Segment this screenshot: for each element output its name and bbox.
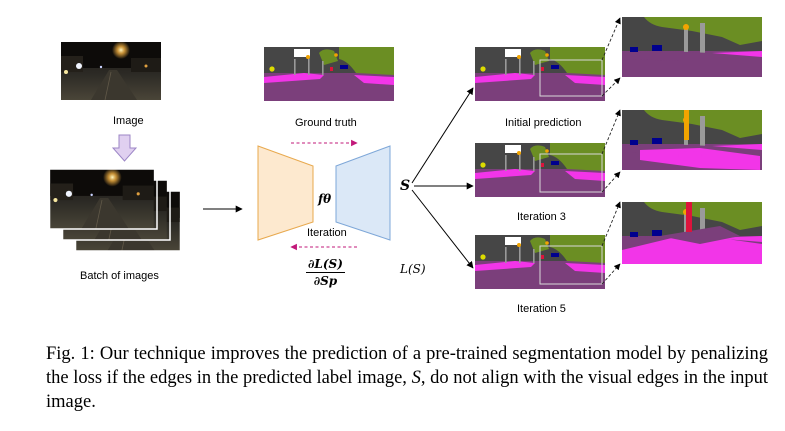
- zoom-connectors: [601, 17, 621, 285]
- iteration5-image: [475, 235, 605, 289]
- loss-symbol: L(S): [400, 262, 426, 276]
- figure-caption: Fig. 1: Our technique improves the predi…: [46, 342, 768, 414]
- label-iteration3: Iteration 3: [517, 211, 566, 223]
- label-iteration: Iteration: [307, 227, 347, 239]
- label-batch: Batch of images: [80, 270, 159, 282]
- encoder-shape: [257, 145, 314, 241]
- batch-images: [46, 168, 184, 252]
- label-image: Image: [113, 115, 144, 127]
- label-ground-truth: Ground truth: [295, 117, 357, 129]
- figure: [46, 17, 762, 289]
- decoder-shape: [335, 145, 391, 241]
- label-iteration5: Iteration 5: [517, 303, 566, 315]
- crop-iter5: [622, 202, 762, 264]
- iteration3-image: [475, 143, 605, 197]
- f-theta-symbol: fθ: [318, 192, 332, 206]
- caption-part2: , do not align with the visual edges in …: [46, 368, 768, 412]
- gradient-denominator: ∂Sp: [306, 272, 345, 289]
- initial-prediction-image: [475, 47, 605, 101]
- input-image: [61, 42, 161, 100]
- caption-part1: Our technique improves the prediction of…: [46, 344, 769, 388]
- caption-symbol: S: [411, 368, 421, 388]
- batch-down-arrow: [111, 134, 138, 162]
- label-initial-prediction: Initial prediction: [505, 117, 582, 129]
- s-symbol: S: [400, 178, 411, 194]
- crop-initial: [622, 17, 762, 77]
- ground-truth-image: [264, 47, 394, 101]
- gradient-fraction: ∂L(S) ∂Sp: [306, 256, 345, 289]
- arrow-s-to-iter5: [411, 189, 474, 269]
- gradient-numerator: ∂L(S): [308, 257, 343, 271]
- caption-fignum: Fig. 1:: [46, 344, 95, 364]
- crop-iter3: [622, 110, 762, 170]
- arrow-s-to-initial: [411, 87, 474, 184]
